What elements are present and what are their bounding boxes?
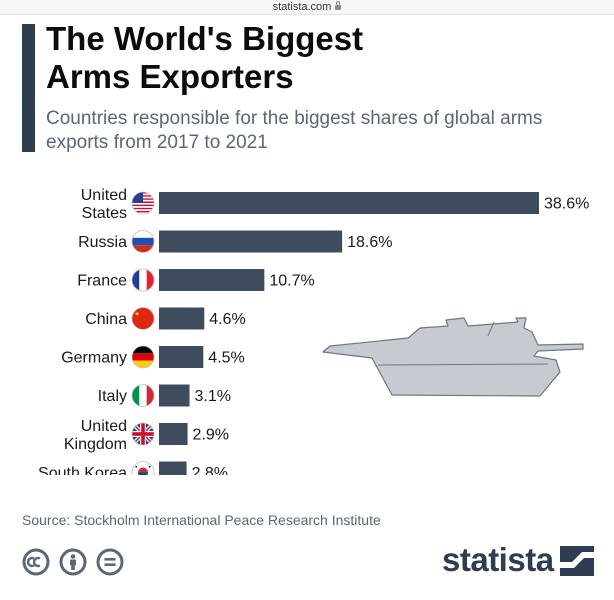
bar-united-states xyxy=(159,192,539,214)
uk-flag-icon xyxy=(131,422,155,446)
chart-subtitle: Countries responsible for the biggest sh… xyxy=(46,108,543,153)
category-label-line: United xyxy=(81,187,127,204)
value-label-china: 4.6% xyxy=(209,311,245,328)
us-flag-icon xyxy=(131,191,155,215)
category-label-china: China xyxy=(85,311,127,328)
chart-title: The World's Biggest Arms Exporters xyxy=(46,20,364,95)
category-label-italy: Italy xyxy=(98,388,127,405)
russia-flag-icon xyxy=(131,230,155,253)
value-label-france: 10.7% xyxy=(269,273,314,290)
italy-flag-icon xyxy=(131,384,155,407)
bar-italy xyxy=(159,384,190,407)
bar-south-korea xyxy=(159,461,187,475)
category-label-france: France xyxy=(77,273,127,290)
bar-united-kingdom xyxy=(159,423,188,445)
category-label-line: United xyxy=(81,418,127,435)
no-derivatives-icon[interactable] xyxy=(96,548,124,576)
attribution-icon[interactable] xyxy=(59,548,87,576)
url-display[interactable]: statista.com xyxy=(0,0,614,14)
category-label-united-kingdom: United Kingdom xyxy=(64,418,127,453)
creative-commons-icon[interactable] xyxy=(22,548,50,576)
france-flag-icon xyxy=(131,268,155,292)
category-label-russia: Russia xyxy=(78,234,127,251)
statista-logo-text[interactable]: statista xyxy=(442,541,554,578)
value-label-italy: 3.1% xyxy=(195,388,231,405)
south-korea-flag-icon xyxy=(131,461,155,475)
lock-icon xyxy=(335,1,342,10)
browser-address-bar[interactable]: statista.com xyxy=(0,0,614,15)
value-label-united-kingdom: 2.9% xyxy=(193,427,229,444)
category-label-line: States xyxy=(82,205,127,222)
title-accent-bar xyxy=(22,24,35,152)
germany-flag-icon xyxy=(131,345,155,369)
category-label-line: Kingdom xyxy=(64,436,127,453)
bar-germany xyxy=(159,346,204,368)
category-label-south-korea: South Korea xyxy=(38,465,127,475)
china-flag-icon xyxy=(131,307,155,330)
value-label-russia: 18.6% xyxy=(347,234,392,251)
bar-russia xyxy=(159,230,343,253)
bar-china xyxy=(159,307,205,330)
bar-france xyxy=(159,269,265,291)
value-label-germany: 4.5% xyxy=(208,350,244,367)
tank-illustration xyxy=(322,317,584,397)
value-label-south-korea: 2.8% xyxy=(192,465,228,475)
statista-logo-icon[interactable] xyxy=(560,546,594,576)
category-label-germany: Germany xyxy=(61,350,127,367)
category-label-united-states: United States xyxy=(81,187,127,222)
value-label-united-states: 38.6% xyxy=(544,196,589,213)
source-note: Source: Stockholm International Peace Re… xyxy=(22,512,381,528)
